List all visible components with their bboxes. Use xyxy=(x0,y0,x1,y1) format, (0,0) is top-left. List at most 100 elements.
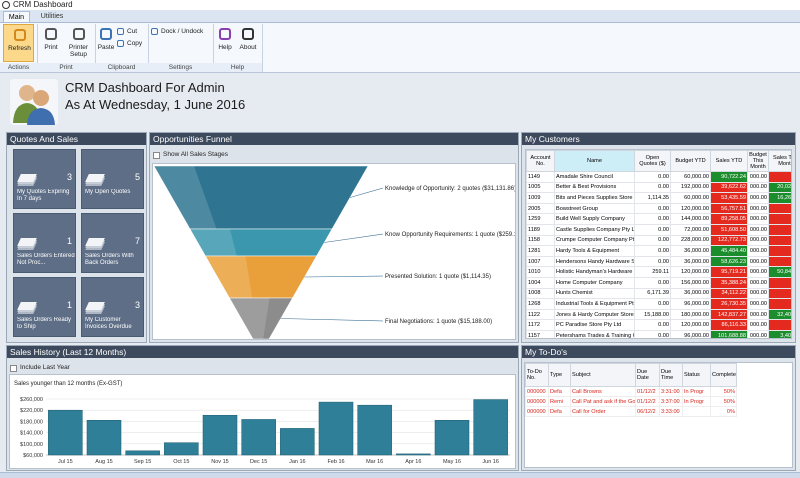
x-tick-label: Dec 15 xyxy=(250,459,267,465)
customer-row[interactable]: 1157 Petershams Trades & Training C 0.00 96… xyxy=(526,329,791,338)
header-date: As At Wednesday, 1 June 2016 xyxy=(65,97,246,112)
ribbon-button[interactable]: Help xyxy=(215,24,235,62)
table-cell: 000.00 xyxy=(747,213,769,225)
table-cell: 259.11 xyxy=(634,266,671,278)
table-cell: 0.00 xyxy=(634,223,671,236)
ribbon-button[interactable]: Dock / Undock xyxy=(151,26,211,37)
tile-icon xyxy=(85,238,105,246)
button-icon xyxy=(117,28,124,35)
todo-row[interactable]: 000000 Defa Call Browns 01/12/2 3:31:00 In Pr… xyxy=(525,386,737,397)
table-cell: 1004 xyxy=(526,276,555,289)
tile[interactable]: 5 My Open Quotes xyxy=(81,149,144,209)
customer-row[interactable]: 1122 Jones & Hardy Computer Store 15,188.0… xyxy=(526,308,791,321)
column-header: Sales This Month xyxy=(768,150,791,172)
customer-row[interactable]: 1259 Build Well Supply Company 0.00 144,000… xyxy=(526,213,791,225)
window-title: CRM Dashboard xyxy=(13,0,73,9)
customer-row[interactable]: 1009 Bits and Pieces Supplies Store 1,114.… xyxy=(526,192,791,204)
bar xyxy=(473,399,508,456)
table-cell: 000.00 xyxy=(747,202,769,215)
customer-row[interactable]: 1172 PC Paradise Store Pty Ltd 0.00 120,000… xyxy=(526,319,791,331)
customer-row[interactable]: 1268 Industrial Tools & Equipment Pty 0.00… xyxy=(526,298,791,310)
table-cell: 72,000.00 xyxy=(670,223,711,236)
button-label: Print xyxy=(44,44,58,51)
customer-row[interactable]: 1007 Hendersons Handy Hardware S 0.00 36,00… xyxy=(526,255,791,268)
tile-count: 3 xyxy=(66,172,72,182)
table-cell: 000.00 xyxy=(747,287,769,300)
table-cell: In Progr xyxy=(682,396,711,407)
ribbon-group-label: Print xyxy=(37,63,95,72)
checkbox-label: Include Last Year xyxy=(20,364,70,371)
button-label: Help xyxy=(218,44,232,51)
table-cell: 96,000.00 xyxy=(670,329,711,338)
y-tick-label: $180,000 xyxy=(20,419,43,425)
stage-label: Knowledge of Opportunity: 2 quotes ($31,… xyxy=(385,186,515,192)
customer-row[interactable]: 2005 Bowstreet Group 0.00 120,000.00 56,757.… xyxy=(526,202,791,215)
ribbon-button[interactable]: Copy xyxy=(117,38,147,49)
ribbon-button[interactable]: About xyxy=(236,24,260,62)
customer-row[interactable]: 1149 Amadale Shire Council 0.00 60,000.00 90… xyxy=(526,171,791,183)
tile[interactable]: 3 My Quotes Expiring In 7 days xyxy=(13,149,76,209)
table-cell: 1009 xyxy=(526,192,555,204)
tab[interactable]: Main xyxy=(3,11,30,23)
tile[interactable]: 7 Sales Orders With Back Orders xyxy=(81,213,144,273)
column-header: Sales YTD xyxy=(710,150,748,172)
customer-row[interactable]: 1010 Holistic Handyman's Hardware 259.11 12… xyxy=(526,266,791,278)
table-cell: 01/12/2 xyxy=(635,386,660,397)
funnel-shade xyxy=(229,298,270,339)
ribbon-button[interactable]: Paste xyxy=(96,24,116,62)
todo-row[interactable]: 000000 Remi Call Pat and ask if the Go 01/1… xyxy=(525,396,737,407)
table-cell: Castle Supplies Company Pty Lt xyxy=(554,223,635,236)
table-cell: PC Paradise Store Pty Ltd xyxy=(554,319,635,331)
tile[interactable]: 1 Sales Orders Entered Not Proc... xyxy=(13,213,76,273)
app-icon xyxy=(2,1,10,9)
customer-row[interactable]: 1008 Hunts Chemist 6,171.39 36,000.00 34,112… xyxy=(526,287,791,300)
y-tick-label: $220,000 xyxy=(20,408,43,414)
column-header: Status xyxy=(682,363,711,387)
checkbox[interactable] xyxy=(10,365,17,372)
table-cell: 0.00 xyxy=(768,276,791,289)
ribbon-separator xyxy=(148,24,149,72)
ribbon-button[interactable]: Printer Setup xyxy=(63,24,94,62)
table-cell: 1157 xyxy=(526,329,555,338)
bar xyxy=(164,442,199,456)
tile-icon xyxy=(17,302,37,310)
table-cell: Amadale Shire Council xyxy=(554,171,635,183)
table-cell: Build Well Supply Company xyxy=(554,213,635,225)
table-cell: 0% xyxy=(710,406,737,417)
tile[interactable]: 1 Sales Orders Ready to Ship xyxy=(13,277,76,337)
button-icon xyxy=(100,28,112,40)
button-label: Printer Setup xyxy=(68,44,89,58)
checkbox[interactable] xyxy=(153,152,160,159)
tab[interactable]: Utilities xyxy=(40,13,64,20)
bar xyxy=(357,404,392,456)
table-cell: 0.00 xyxy=(768,298,791,310)
todo-table: To-Do No. Type Subject Due Date Due Time Stat… xyxy=(525,363,737,417)
table-cell: 0.00 xyxy=(634,234,671,247)
ribbon-group-label: Help xyxy=(213,63,262,72)
customer-row[interactable]: 1189 Castle Supplies Company Pty Lt 0.00 72… xyxy=(526,223,791,236)
leader-line xyxy=(304,275,384,278)
customer-row[interactable]: 1004 Home Computer Company 0.00 156,000.00 3… xyxy=(526,276,791,289)
tile[interactable]: 3 My Customer Invoices Overdue xyxy=(81,277,144,337)
column-header: Complete xyxy=(710,363,737,387)
table-cell: 36,000.00 xyxy=(670,287,711,300)
leader-line xyxy=(324,233,384,243)
panel: Quotes And Sales 3 My Quotes Expiring In 7… xyxy=(6,132,147,343)
bar xyxy=(125,450,160,456)
ribbon-button[interactable]: Cut xyxy=(117,26,147,37)
ribbon-separator xyxy=(213,24,214,72)
ribbon-button[interactable]: Print xyxy=(39,24,63,62)
todo-row[interactable]: 000000 Defa Call for Order 06/12/2 3:33:00 0% xyxy=(525,406,737,417)
table-cell: 3:31:00 xyxy=(659,386,683,397)
customer-row[interactable]: 1005 Better & Best Provisions 0.00 192,000.… xyxy=(526,181,791,194)
customer-row[interactable]: 1281 Hardy Tools & Equipment 0.00 36,000.00… xyxy=(526,245,791,257)
x-tick-label: May 16 xyxy=(443,459,461,465)
table-cell: 60,000.00 xyxy=(670,192,711,204)
table-cell: 000.00 xyxy=(747,319,769,331)
panel-header: Quotes And Sales xyxy=(7,133,146,145)
customer-row[interactable]: 1158 Crumpe Computer Company Pty 0.00 228,0… xyxy=(526,234,791,247)
ribbon-button[interactable]: Refresh xyxy=(3,24,34,62)
tile-count: 7 xyxy=(134,236,140,246)
ribbon-separator xyxy=(95,24,96,72)
bar xyxy=(318,401,354,456)
